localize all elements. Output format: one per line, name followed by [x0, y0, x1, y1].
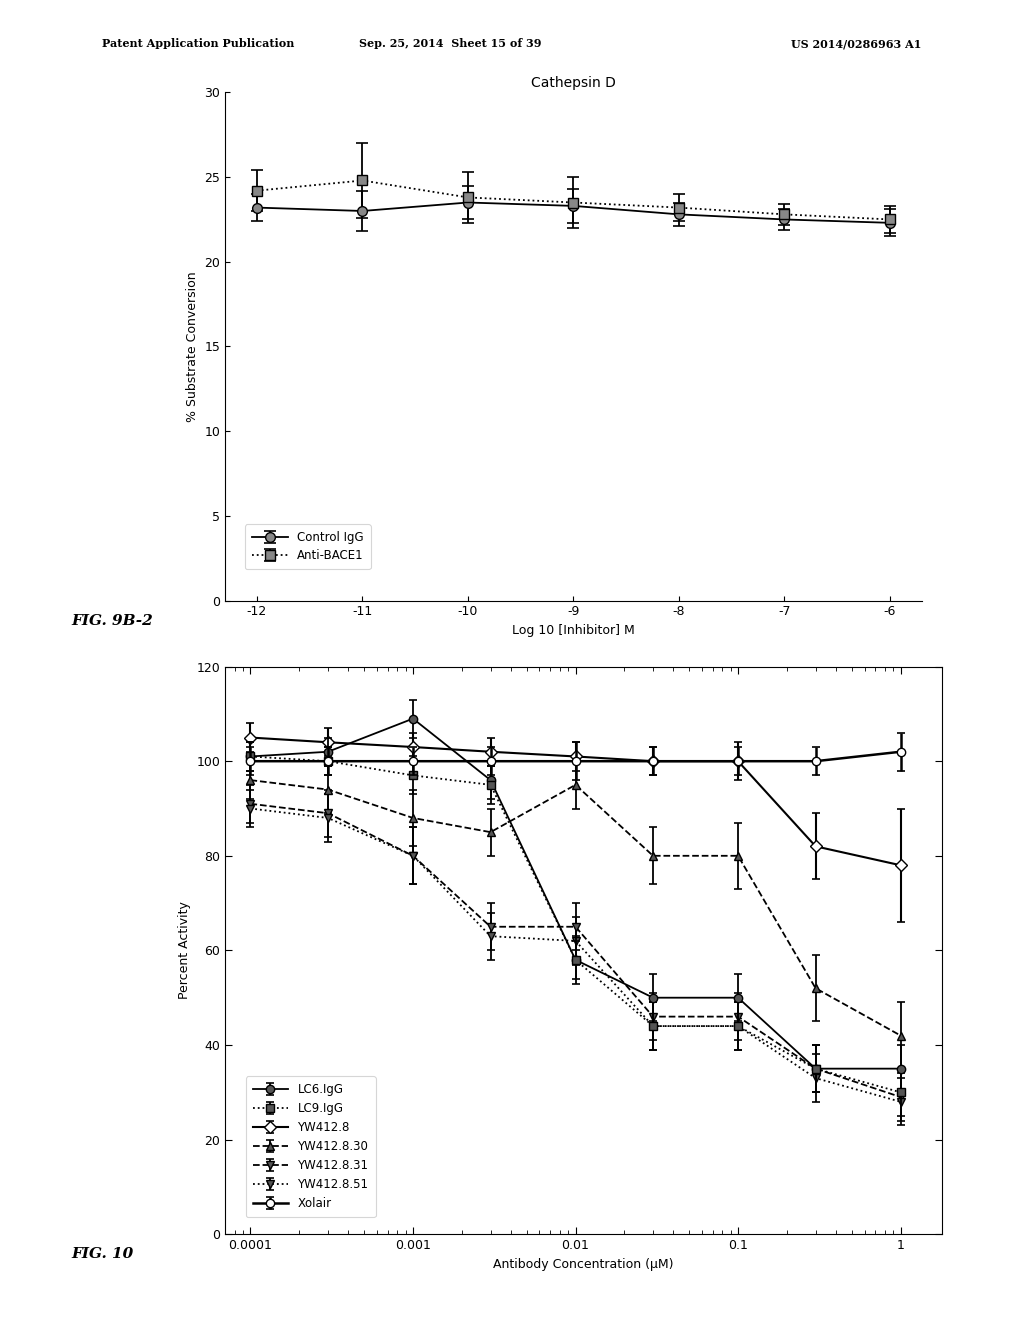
Y-axis label: % Substrate Conversion: % Substrate Conversion [186, 271, 199, 422]
X-axis label: Log 10 [Inhibitor] M: Log 10 [Inhibitor] M [512, 624, 635, 638]
Text: US 2014/0286963 A1: US 2014/0286963 A1 [792, 38, 922, 49]
Text: FIG. 10: FIG. 10 [72, 1247, 134, 1262]
Text: Patent Application Publication: Patent Application Publication [102, 38, 295, 49]
Legend: Control IgG, Anti-BACE1: Control IgG, Anti-BACE1 [245, 524, 371, 569]
Title: Cathepsin D: Cathepsin D [531, 75, 615, 90]
X-axis label: Antibody Concentration (μM): Antibody Concentration (μM) [494, 1258, 674, 1271]
Y-axis label: Percent Activity: Percent Activity [178, 902, 191, 999]
Text: FIG. 9B-2: FIG. 9B-2 [72, 614, 154, 628]
Text: Sep. 25, 2014  Sheet 15 of 39: Sep. 25, 2014 Sheet 15 of 39 [359, 38, 542, 49]
Legend: LC6.IgG, LC9.IgG, YW412.8, YW412.8.30, YW412.8.31, YW412.8.51, Xolair: LC6.IgG, LC9.IgG, YW412.8, YW412.8.30, Y… [246, 1076, 376, 1217]
